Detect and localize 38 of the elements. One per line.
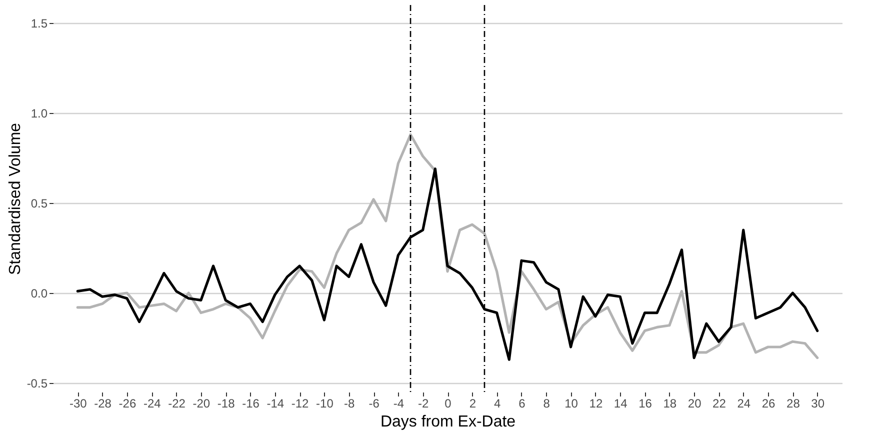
x-axis-title: Days from Ex-Date [380,414,516,430]
x-tick-label: 30 [811,396,825,410]
y-tick-label: 0.5 [30,196,48,210]
x-tick-label: 6 [518,396,526,410]
x-tick-label: -10 [316,396,334,410]
x-tick-label: -30 [69,396,88,410]
x-tick-label: -12 [291,396,310,410]
y-tick-label: 1.0 [30,106,48,120]
x-tick-label: 2 [469,396,476,410]
x-tick-label: -20 [192,396,210,410]
x-tick-label: 14 [614,396,628,410]
x-tick-label: -26 [118,396,136,410]
x-tick-label: -2 [418,396,430,410]
x-tick-label: 26 [762,396,776,410]
x-tick-label: -14 [266,396,284,410]
x-tick-label: 12 [589,396,603,410]
x-tick-label: 28 [786,396,800,410]
x-tick-label: -4 [393,396,404,410]
x-tick-label: 22 [712,396,726,410]
x-tick-label: -16 [242,396,260,410]
x-tick-label: 20 [688,396,702,410]
y-tick-label: 0.0 [30,286,48,300]
x-tick-label: 18 [663,396,677,410]
x-tick-label: 16 [638,396,652,410]
x-tick-label: -8 [344,396,356,410]
x-tick-label: -24 [143,396,162,410]
x-tick-label: -6 [368,396,380,410]
x-tick-label: -28 [94,396,112,410]
x-tick-label: -18 [217,396,236,410]
x-tick-label: 10 [564,396,578,410]
x-tick-label: 8 [543,396,550,410]
x-tick-label: 0 [444,396,452,410]
y-axis-title: Standardised Volume [6,122,24,276]
x-tick-label: 4 [494,396,501,410]
y-tick-label: 1.5 [30,16,48,30]
x-tick-label: 24 [737,396,751,410]
x-tick-label: -22 [168,396,186,410]
y-tick-label: -0.5 [26,376,48,390]
